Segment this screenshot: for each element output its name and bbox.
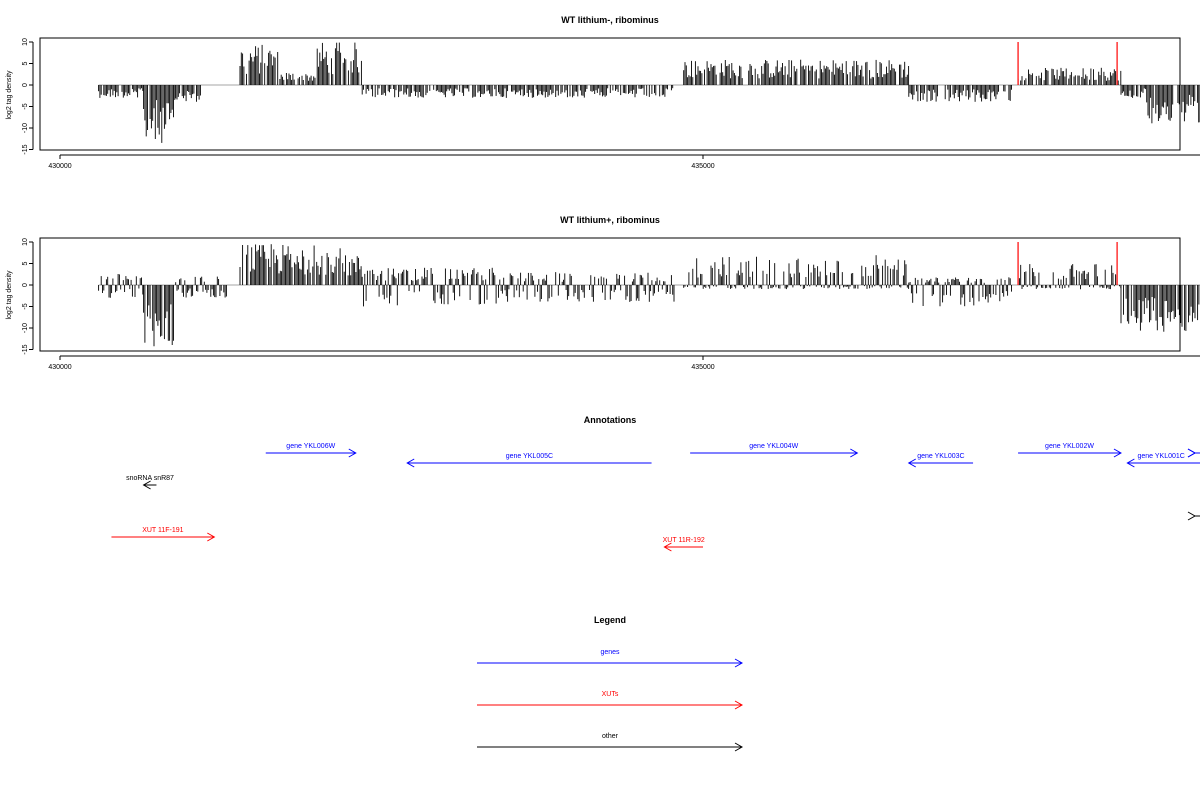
panel-title: WT lithium-, ribominus <box>561 15 659 25</box>
y-tick-label: 5 <box>22 261 29 265</box>
annotation-xut: XUT 11R-192 <box>663 537 705 552</box>
legend-label: other <box>602 733 619 740</box>
plot-frame <box>39 237 1181 352</box>
y-axis-label: log2 tag density <box>6 270 13 320</box>
y-axis: 10 5 0 -5 -10 -15 <box>22 238 34 355</box>
y-tick-label: -5 <box>22 103 29 109</box>
panel-title: WT lithium+, ribominus <box>560 215 660 225</box>
annotations-title: Annotations <box>584 415 637 425</box>
annotation-features: gene YKL006W gene YKL005C gene YKL004W gene… <box>111 443 1200 552</box>
legend-item-other: other <box>477 733 744 752</box>
annotation-gene: gene YKL002W <box>1018 443 1122 458</box>
annotation-gene: gene YKL006W <box>265 443 357 458</box>
y-tick-label: 5 <box>22 61 29 65</box>
plot-area <box>98 242 1200 347</box>
legend-items: genes XUTs other <box>477 649 744 752</box>
y-tick-label: 10 <box>22 238 29 246</box>
x-axis: 430000435000440000445000 <box>48 355 1200 371</box>
y-tick-label: -10 <box>22 323 29 333</box>
y-tick-label: -10 <box>22 123 29 133</box>
legend-item-xut: XUTs <box>477 691 744 710</box>
y-axis-label: log2 tag density <box>6 70 13 120</box>
panel-lithium-plus: WT lithium+, ribominus log2 tag density … <box>6 215 1200 371</box>
y-tick-label: 10 <box>22 38 29 46</box>
annotation-gene: gene YKL001C <box>1126 453 1195 468</box>
annotation-other: CUT CUT238 <box>1187 511 1200 521</box>
legend-label: XUTs <box>602 691 619 698</box>
annotation-label: gene YKL005C <box>506 453 553 460</box>
annotation-label: gene YKL003C <box>917 453 964 460</box>
y-tick-label: -15 <box>22 144 29 154</box>
annotation-gene: gene YKR001C <box>1195 462 1200 464</box>
legend-item-gene: genes <box>477 649 744 668</box>
annotation-label: XUT 11F-191 <box>142 527 183 534</box>
plot-area <box>98 42 1200 143</box>
plot-frame <box>39 37 1181 151</box>
legend-panel: Legend genes XUTs other <box>477 615 744 752</box>
annotation-gene: gene YKL004W <box>690 443 859 458</box>
y-tick-label: 0 <box>22 83 29 87</box>
x-axis: 430000435000440000445000 <box>48 154 1200 170</box>
panel-lithium-minus: WT lithium-, ribominus log2 tag density … <box>6 15 1200 170</box>
annotation-label: gene YKL001C <box>1138 453 1185 460</box>
annotation-label: XUT 11R-192 <box>663 537 705 544</box>
y-tick-label: 0 <box>22 283 29 287</box>
annotation-label: gene YKL006W <box>286 443 335 450</box>
y-tick-label: -5 <box>22 303 29 309</box>
annotation-gene: gene YKL003C <box>907 453 974 468</box>
annotation-label: gene YKL002W <box>1045 443 1094 450</box>
legend-title: Legend <box>594 615 626 625</box>
x-tick-label: 435000 <box>691 163 714 170</box>
annotation-gene: gene YKL005C <box>406 453 652 468</box>
annotation-label: gene YKL004W <box>749 443 798 450</box>
annotation-xut: XUT 11F-191 <box>111 527 216 542</box>
x-tick-label: 435000 <box>691 364 714 371</box>
y-tick-label: -15 <box>22 344 29 354</box>
x-tick-label: 430000 <box>48 163 71 170</box>
legend-label: genes <box>600 649 620 656</box>
annotation-gene: gene YKR00 <box>1187 448 1200 458</box>
y-axis: 10 5 0 -5 -10 -15 <box>22 38 34 155</box>
x-tick-label: 430000 <box>48 364 71 371</box>
annotation-other: snoRNA snR87 <box>126 475 174 490</box>
annotation-label: snoRNA snR87 <box>126 475 174 482</box>
